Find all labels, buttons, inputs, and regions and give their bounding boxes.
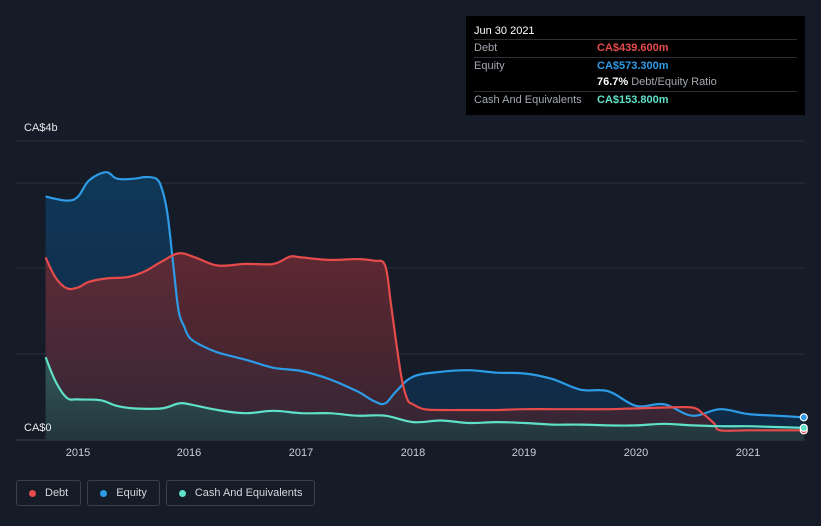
legend-equity-dot-icon [100, 489, 108, 497]
end-marker-equity [799, 413, 808, 422]
tooltip-date: Jun 30 2021 [474, 25, 535, 37]
legend-cash-label: Cash And Equivalents [194, 487, 303, 499]
tooltip-ratio-label: Debt/Equity Ratio [631, 76, 717, 88]
legend-item-debt[interactable]: Debt [16, 480, 82, 506]
series-end-markers [799, 413, 808, 435]
x-tick-label-2021: 2021 [735, 447, 761, 459]
tooltip-equity-value: CA$573.300m [597, 59, 669, 72]
series-areas [45, 172, 804, 440]
tooltip-debt-row: Debt CA$439.600m [474, 39, 797, 57]
tooltip-ratio-value: 76.7% [597, 76, 629, 88]
legend-item-equity[interactable]: Equity [87, 480, 160, 506]
legend-debt-label: Debt [45, 487, 69, 499]
y-tick-label-top: CA$4b [24, 122, 58, 134]
x-tick-label-2019: 2019 [511, 447, 537, 459]
area-debt [45, 253, 804, 440]
line-cash [44, 356, 804, 429]
tooltip-ratio-row: 76.7% Debt/Equity Ratio [474, 74, 797, 91]
x-tick-label-2016: 2016 [176, 447, 202, 459]
tooltip-equity-label: Equity [474, 59, 505, 72]
end-marker-cash [799, 423, 808, 432]
tooltip-cash-row: Cash And Equivalents CA$153.800m [474, 90, 797, 109]
tooltip-cash-label: Cash And Equivalents [474, 93, 582, 106]
legend-cash-dot-icon [178, 489, 186, 497]
series-lines [44, 171, 804, 432]
x-tick-label-2017: 2017 [288, 447, 314, 459]
legend-item-cash[interactable]: Cash And Equivalents [165, 480, 316, 506]
area-cash [45, 357, 804, 440]
line-equity [45, 171, 804, 419]
legend-debt-dot-icon [29, 489, 36, 497]
legend: Debt Equity Cash And Equivalents [16, 480, 316, 506]
y-tick-label-bottom: CA$0 [24, 422, 52, 434]
line-debt [44, 252, 804, 432]
legend-equity-label: Equity [116, 487, 147, 499]
tooltip-debt-value: CA$439.600m [597, 42, 669, 54]
x-tick-label-2015: 2015 [65, 447, 91, 459]
tooltip-panel: Jun 30 2021 Debt CA$439.600m Equity CA$5… [466, 16, 805, 115]
tooltip-debt-label: Debt [474, 42, 498, 54]
tooltip-cash-value: CA$153.800m [597, 93, 669, 106]
x-tick-label-2020: 2020 [623, 447, 649, 459]
x-tick-label-2018: 2018 [400, 447, 426, 459]
tooltip-equity-row: Equity CA$573.300m [474, 56, 797, 75]
